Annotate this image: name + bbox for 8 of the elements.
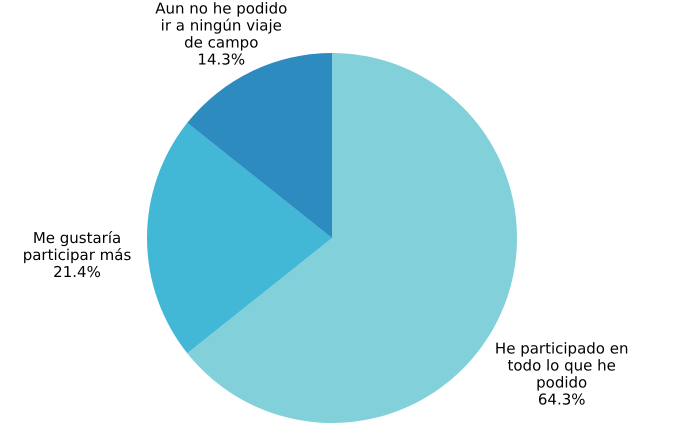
data-label: 21.4% — [53, 263, 101, 281]
slice-label: Me gustaría participar más — [22, 229, 132, 264]
data-label: 64.3% — [538, 390, 586, 409]
slice-label: He participado en todo lo que he podido — [494, 340, 628, 392]
pie-slice — [147, 122, 332, 354]
data-label: 14.3% — [197, 50, 246, 68]
pie-slice — [187, 53, 332, 238]
slice-label: Aun no he podido ir a ningún viaje de campo — [155, 0, 288, 52]
